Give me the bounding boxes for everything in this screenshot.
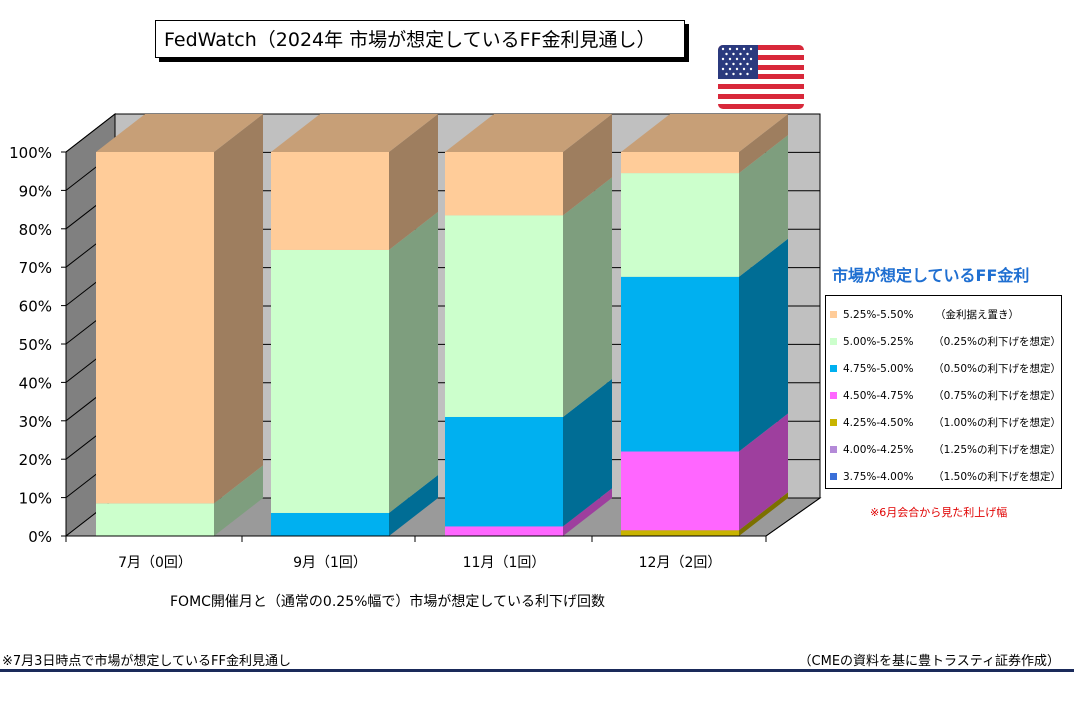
bar-side — [739, 413, 788, 531]
bar-side — [389, 474, 438, 536]
legend-item: 3.75%-4.00% （1.50%の利下げを想定） — [826, 463, 1061, 490]
bar-side — [563, 114, 612, 216]
us-flag-icon — [718, 45, 804, 109]
legend-note: （1.50%の利下げを想定） — [933, 471, 1061, 483]
x-axis-title: FOMC開催月と（通常の0.25%幅で）市場が想定している利下げ回数 — [170, 594, 605, 610]
bar-side — [389, 114, 438, 250]
bar-side — [563, 378, 612, 527]
x-tick-label: 12月（2回） — [639, 555, 722, 571]
legend-range: 4.25%-4.50% — [843, 416, 914, 429]
bottom-rule — [0, 669, 1074, 672]
x-tick-label: 11月（1回） — [463, 555, 546, 571]
bar-side — [389, 211, 438, 513]
legend-note: （1.25%の利下げを想定） — [933, 444, 1061, 456]
bar-side — [563, 177, 612, 417]
bar-side — [739, 135, 788, 277]
legend-item: 4.25%-4.50% （1.00%の利下げを想定） — [826, 409, 1061, 436]
bar-segment — [445, 526, 563, 536]
bar-side — [739, 114, 788, 174]
bar-segment — [271, 249, 389, 513]
legend-swatch — [830, 338, 837, 345]
bar-side — [563, 488, 612, 536]
bar-segment — [445, 416, 563, 527]
y-tick-label: 100% — [9, 144, 52, 162]
bar-segment — [621, 173, 739, 277]
y-tick-label: 60% — [19, 298, 52, 316]
bar-side — [214, 114, 263, 504]
bar-segment — [96, 503, 214, 536]
legend-range: 3.75%-4.00% — [843, 470, 914, 483]
y-tick-label: 50% — [19, 336, 52, 354]
legend: 5.25%-5.50% （金利据え置き） 5.00%-5.25% （0.25%の利下げ… — [825, 295, 1062, 489]
bar-side — [214, 465, 263, 536]
bar-side — [739, 492, 788, 536]
legend-range: 5.00%-5.25% — [843, 335, 914, 348]
y-tick-label: 20% — [19, 451, 52, 469]
legend-item: 4.00%-4.25% （1.25%の利下げを想定） — [826, 436, 1061, 463]
bar-top — [621, 114, 788, 152]
y-tick-label: 0% — [28, 528, 52, 546]
bar-segment — [621, 152, 739, 174]
x-tick-label: 9月（1回） — [293, 555, 367, 571]
chart-title: FedWatch（2024年 市場が想定しているFF金利見通し） — [155, 20, 685, 58]
legend-swatch — [830, 419, 837, 426]
y-tick-label: 10% — [19, 490, 52, 508]
legend-note: （1.00%の利下げを想定） — [933, 417, 1061, 429]
legend-item: 5.00%-5.25% （0.25%の利下げを想定） — [826, 328, 1061, 355]
y-tick-label: 90% — [19, 182, 52, 200]
legend-range: 4.00%-4.25% — [843, 443, 914, 456]
y-tick-label: 40% — [19, 374, 52, 392]
y-tick-label: 80% — [19, 221, 52, 239]
legend-note: （金利据え置き） — [935, 309, 1019, 321]
bar-segment — [621, 451, 739, 531]
legend-title: 市場が想定しているFF金利 — [832, 266, 1030, 285]
legend-range: 5.25%-5.50% — [843, 308, 914, 321]
bar-segment — [445, 152, 563, 216]
legend-note: （0.75%の利下げを想定） — [933, 390, 1061, 402]
bar-segment — [96, 152, 214, 504]
bar-top — [96, 114, 263, 152]
legend-swatch — [830, 473, 837, 480]
legend-range: 4.50%-4.75% — [843, 389, 914, 402]
legend-swatch — [830, 311, 837, 318]
bar-top — [271, 114, 438, 152]
legend-item: 4.50%-4.75% （0.75%の利下げを想定） — [826, 382, 1061, 409]
bar-side — [739, 238, 788, 452]
bar-top — [445, 114, 612, 152]
y-tick-label: 70% — [19, 259, 52, 277]
bar-segment — [621, 276, 739, 452]
x-tick-label: 7月（0回） — [118, 555, 192, 571]
legend-swatch — [830, 446, 837, 453]
bar-segment — [621, 530, 739, 536]
legend-range: 4.75%-5.00% — [843, 362, 914, 375]
legend-item: 4.75%-5.00% （0.50%の利下げを想定） — [826, 355, 1061, 382]
legend-swatch — [830, 365, 837, 372]
bar-segment — [445, 215, 563, 417]
rate-note: ※6月会合から見た利上げ幅 — [870, 506, 1008, 519]
bar-segment — [271, 512, 389, 536]
floor-edge — [765, 497, 821, 537]
footnote-date: ※7月3日時点で市場が想定しているFF金利見通し — [2, 654, 291, 669]
legend-item: 5.25%-5.50% （金利据え置き） — [826, 301, 1061, 328]
legend-swatch — [830, 392, 837, 399]
legend-note: （0.25%の利下げを想定） — [933, 336, 1061, 348]
bar-segment — [271, 152, 389, 250]
legend-note: （0.50%の利下げを想定） — [933, 363, 1061, 375]
footnote-source: （CMEの資料を基に豊トラスティ証券作成） — [798, 654, 1060, 669]
y-tick-label: 30% — [19, 413, 52, 431]
